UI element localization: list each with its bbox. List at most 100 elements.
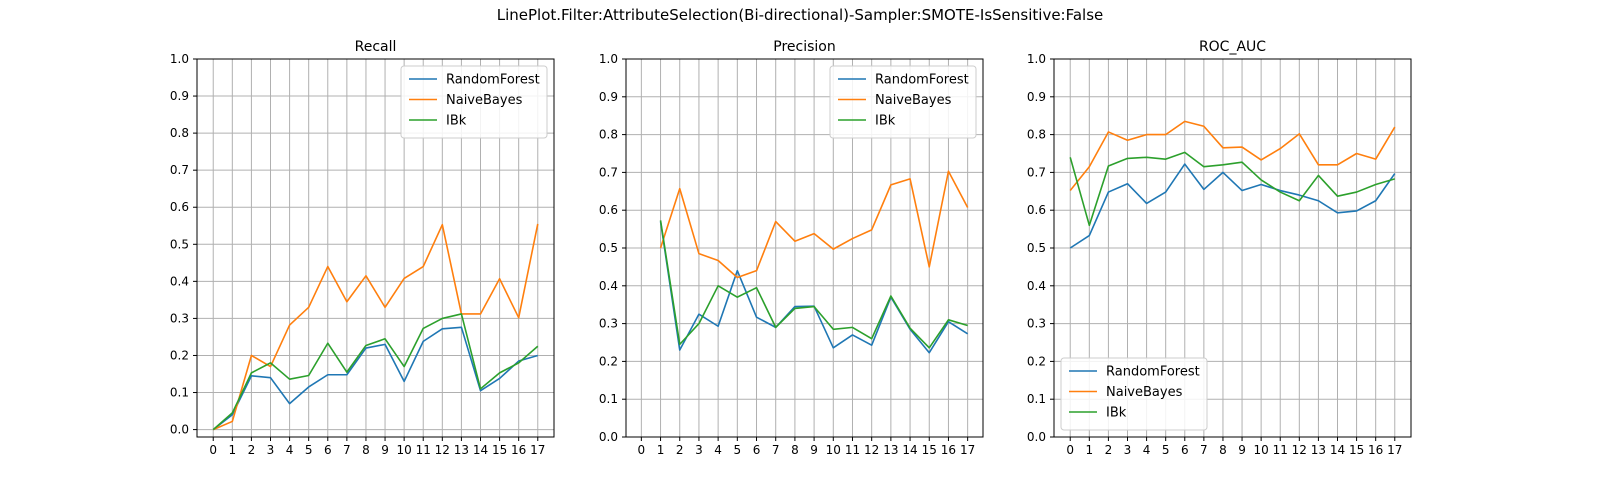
y-tick-label: 0.4 bbox=[599, 279, 618, 293]
x-tick-label: 14 bbox=[1330, 443, 1345, 457]
y-tick-label: 0.4 bbox=[170, 274, 189, 288]
series-line-naivebayes bbox=[212, 223, 539, 431]
y-tick-label: 0.7 bbox=[1027, 165, 1046, 179]
x-tick-label: 3 bbox=[267, 443, 275, 457]
x-tick-label: 6 bbox=[1181, 443, 1189, 457]
x-tick-label: 13 bbox=[1311, 443, 1326, 457]
x-tick-label: 7 bbox=[1200, 443, 1208, 457]
y-tick-label: 0.0 bbox=[599, 430, 618, 444]
x-tick-label: 12 bbox=[435, 443, 450, 457]
x-tick-label: 13 bbox=[454, 443, 469, 457]
x-tick-label: 9 bbox=[1238, 443, 1246, 457]
x-tick-label: 14 bbox=[473, 443, 488, 457]
y-tick-label: 0.2 bbox=[599, 354, 618, 368]
x-tick-label: 0 bbox=[209, 443, 217, 457]
legend: RandomForest NaiveBayes IBk bbox=[829, 65, 977, 139]
x-tick-label: 4 bbox=[286, 443, 294, 457]
subplot-title: Precision bbox=[773, 39, 835, 55]
legend-label: RandomForest bbox=[1106, 365, 1200, 380]
y-tick-label: 0.1 bbox=[1027, 392, 1046, 406]
x-tick-label: 12 bbox=[1292, 443, 1307, 457]
subplot-title: ROC_AUC bbox=[1199, 39, 1266, 55]
x-tick-label: 6 bbox=[324, 443, 332, 457]
legend-label: NaiveBayes bbox=[1106, 385, 1183, 400]
x-tick-label: 8 bbox=[362, 443, 370, 457]
x-tick-label: 13 bbox=[883, 443, 898, 457]
x-tick-label: 17 bbox=[1387, 443, 1402, 457]
x-tick-label: 2 bbox=[248, 443, 256, 457]
x-tick-label: 4 bbox=[714, 443, 722, 457]
y-tick-label: 0.0 bbox=[170, 423, 189, 437]
x-tick-label: 0 bbox=[638, 443, 646, 457]
x-tick-label: 8 bbox=[1219, 443, 1227, 457]
x-tick-label: 16 bbox=[511, 443, 526, 457]
y-tick-label: 0.7 bbox=[599, 165, 618, 179]
legend-label: RandomForest bbox=[875, 73, 969, 88]
x-tick-label: 9 bbox=[381, 443, 389, 457]
series-line-ibk bbox=[659, 220, 968, 349]
y-tick-label: 0.8 bbox=[599, 128, 618, 142]
subplot-title: Recall bbox=[355, 39, 397, 55]
x-tick-label: 12 bbox=[864, 443, 879, 457]
y-tick-label: 1.0 bbox=[599, 52, 618, 66]
y-tick-label: 0.2 bbox=[170, 348, 189, 362]
series-line-naivebayes bbox=[659, 170, 969, 279]
legend-box bbox=[829, 65, 977, 139]
y-tick-label: 0.9 bbox=[170, 89, 189, 103]
x-tick-label: 11 bbox=[845, 443, 860, 457]
series-line-randomforest bbox=[212, 326, 538, 431]
y-tick-label: 1.0 bbox=[170, 52, 189, 66]
x-tick-label: 1 bbox=[657, 443, 665, 457]
y-tick-label: 0.3 bbox=[1027, 317, 1046, 331]
x-tick-label: 15 bbox=[922, 443, 937, 457]
y-tick-label: 0.0 bbox=[1027, 430, 1046, 444]
axes-frame bbox=[196, 58, 555, 438]
legend-label: IBk bbox=[446, 114, 467, 129]
x-tick-label: 0 bbox=[1066, 443, 1074, 457]
legend-label: NaiveBayes bbox=[875, 93, 952, 108]
x-tick-label: 11 bbox=[1273, 443, 1288, 457]
y-tick-label: 0.5 bbox=[1027, 241, 1046, 255]
y-tick-label: 0.6 bbox=[599, 203, 618, 217]
figure-title: LinePlot.Filter:AttributeSelection(Bi-di… bbox=[496, 6, 1104, 24]
x-tick-label: 3 bbox=[695, 443, 703, 457]
y-tick-label: 0.1 bbox=[599, 392, 618, 406]
series-line-ibk bbox=[1069, 151, 1395, 227]
x-tick-label: 1 bbox=[228, 443, 236, 457]
x-tick-label: 3 bbox=[1124, 443, 1132, 457]
y-tick-label: 0.8 bbox=[170, 126, 189, 140]
y-tick-label: 0.4 bbox=[1027, 279, 1046, 293]
x-tick-label: 10 bbox=[1253, 443, 1268, 457]
subplot-recall: 0 1 2 3 4 5 6 7 8 9 10 11 12 13 14 15 16 170.00.10.20.30.… bbox=[170, 39, 555, 457]
x-tick-label: 2 bbox=[676, 443, 684, 457]
y-tick-label: 0.6 bbox=[170, 200, 189, 214]
y-tick-label: 1.0 bbox=[1027, 52, 1046, 66]
series-line-ibk bbox=[212, 313, 539, 431]
x-tick-label: 16 bbox=[1368, 443, 1383, 457]
y-tick-label: 0.9 bbox=[1027, 90, 1046, 104]
y-tick-label: 0.3 bbox=[599, 317, 618, 331]
y-tick-label: 0.8 bbox=[1027, 128, 1046, 142]
x-tick-label: 2 bbox=[1105, 443, 1113, 457]
x-tick-label: 4 bbox=[1143, 443, 1151, 457]
x-tick-label: 10 bbox=[396, 443, 411, 457]
y-tick-label: 0.5 bbox=[170, 237, 189, 251]
x-tick-label: 17 bbox=[960, 443, 975, 457]
y-tick-label: 0.7 bbox=[170, 163, 189, 177]
x-tick-label: 9 bbox=[810, 443, 818, 457]
y-tick-label: 0.3 bbox=[170, 311, 189, 325]
x-tick-label: 5 bbox=[734, 443, 742, 457]
x-tick-label: 10 bbox=[826, 443, 841, 457]
legend-label: RandomForest bbox=[446, 73, 540, 88]
x-tick-label: 1 bbox=[1085, 443, 1093, 457]
series-line-naivebayes bbox=[1069, 120, 1396, 192]
x-tick-label: 5 bbox=[305, 443, 313, 457]
legend-box bbox=[400, 65, 548, 139]
legend-label: NaiveBayes bbox=[446, 93, 523, 108]
series-line-randomforest bbox=[1069, 163, 1396, 249]
x-tick-label: 15 bbox=[1349, 443, 1364, 457]
y-tick-label: 0.9 bbox=[599, 90, 618, 104]
legend: RandomForest NaiveBayes IBk bbox=[1060, 357, 1208, 431]
